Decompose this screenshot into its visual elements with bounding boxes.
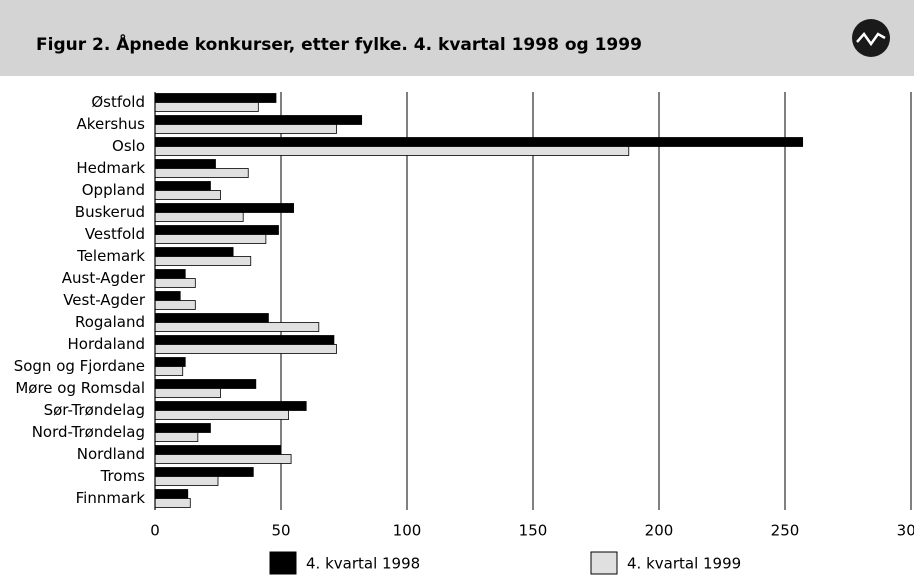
bar xyxy=(154,124,337,134)
bar xyxy=(154,212,244,222)
bar xyxy=(154,366,184,376)
bar xyxy=(154,313,269,323)
y-tick-label: Vestfold xyxy=(85,225,145,243)
bar xyxy=(154,445,282,455)
bar xyxy=(154,489,189,499)
y-tick-label: Oppland xyxy=(82,181,145,199)
legend-swatch xyxy=(269,551,297,575)
bar xyxy=(154,476,219,486)
bar xyxy=(154,181,211,191)
x-tick-label: 300 xyxy=(897,522,914,540)
bar xyxy=(154,93,277,103)
y-tick-label: Nordland xyxy=(77,445,145,463)
y-tick-label: Oslo xyxy=(112,137,145,155)
y-tick-label: Finnmark xyxy=(76,489,146,507)
legend-label: 4. kvartal 1999 xyxy=(627,555,741,573)
bar xyxy=(154,357,186,367)
bar xyxy=(154,146,630,156)
y-tick-label: Sogn og Fjordane xyxy=(14,357,145,375)
y-tick-label: Hordaland xyxy=(68,335,145,353)
x-tick-label: 200 xyxy=(645,522,674,540)
bar xyxy=(154,344,337,354)
bar xyxy=(154,137,804,147)
x-tick-label: 50 xyxy=(271,522,290,540)
y-tick-label: Østfold xyxy=(91,93,145,111)
y-tick-label: Aust-Agder xyxy=(62,269,146,287)
bar xyxy=(154,401,307,411)
y-tick-label: Akershus xyxy=(77,115,146,133)
bar xyxy=(154,388,221,398)
bar xyxy=(154,278,196,288)
y-tick-label: Rogaland xyxy=(75,313,145,331)
chart-title: Figur 2. Åpnede konkurser, etter fylke. … xyxy=(36,32,642,55)
bar xyxy=(154,168,249,178)
bar xyxy=(154,300,196,310)
bar xyxy=(154,335,335,345)
bar xyxy=(154,291,181,301)
bar xyxy=(154,322,320,332)
y-tick-label: Vest-Agder xyxy=(63,291,146,309)
bar xyxy=(154,410,289,420)
bar xyxy=(154,225,279,235)
bar xyxy=(154,102,259,112)
y-tick-label: Troms xyxy=(100,467,146,485)
bar xyxy=(154,159,216,169)
bar xyxy=(154,432,199,442)
x-tick-label: 100 xyxy=(393,522,422,540)
bar xyxy=(154,498,191,508)
header-band xyxy=(0,0,914,76)
bar xyxy=(154,423,211,433)
bar xyxy=(154,256,252,266)
bar xyxy=(154,115,363,125)
x-tick-label: 0 xyxy=(150,522,160,540)
y-tick-label: Sør-Trøndelag xyxy=(44,401,145,419)
bar xyxy=(154,269,186,279)
x-tick-label: 250 xyxy=(771,522,800,540)
legend-label: 4. kvartal 1998 xyxy=(306,555,420,573)
bar xyxy=(154,203,295,213)
y-tick-label: Nord-Trøndelag xyxy=(32,423,145,441)
bar xyxy=(154,467,254,477)
y-tick-label: Møre og Romsdal xyxy=(15,379,145,397)
y-tick-label: Telemark xyxy=(76,247,145,265)
bar xyxy=(154,247,234,257)
bar xyxy=(154,379,257,389)
y-tick-label: Hedmark xyxy=(76,159,145,177)
y-tick-label: Buskerud xyxy=(75,203,145,221)
logo xyxy=(852,19,890,57)
bar xyxy=(154,454,292,464)
bar xyxy=(154,190,221,200)
bar xyxy=(154,234,267,244)
legend-swatch xyxy=(590,551,618,575)
x-tick-label: 150 xyxy=(519,522,548,540)
